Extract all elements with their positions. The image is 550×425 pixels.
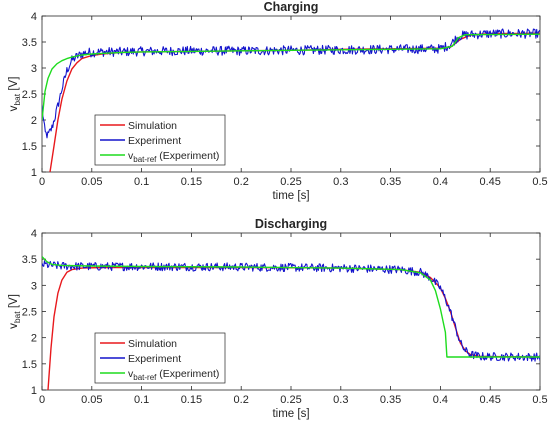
y-tick-label: 4 <box>31 11 37 23</box>
y-tick-label: 1.5 <box>22 359 37 371</box>
x-tick-label: 0.35 <box>380 176 401 188</box>
y-axis-label: vbat [V] <box>8 77 22 112</box>
y-tick-label: 1.5 <box>22 141 37 153</box>
y-tick-label: 2.5 <box>22 89 37 101</box>
x-tick-label: 0.3 <box>333 394 348 406</box>
legend-label: Simulation <box>128 338 177 350</box>
legend-label: vbat-ref (Experiment) <box>128 150 219 164</box>
legend-label: Experiment <box>128 353 181 365</box>
x-tick-label: 0.25 <box>280 394 301 406</box>
y-tick-label: 3.5 <box>22 37 37 49</box>
x-axis-label: time [s] <box>272 190 309 202</box>
chart-title: Discharging <box>255 217 327 231</box>
legend: Simulation Experiment vbat-ref (Experiment… <box>94 332 226 384</box>
x-tick-label: 0.1 <box>134 176 149 188</box>
x-tick-label: 0 <box>39 394 45 406</box>
chart-title: Charging <box>264 0 319 14</box>
x-tick-label: 0.5 <box>532 176 547 188</box>
x-tick-label: 0.15 <box>181 394 202 406</box>
x-tick-label: 0.2 <box>234 394 249 406</box>
y-tick-label: 4 <box>31 228 37 240</box>
x-tick-label: 0.3 <box>333 176 348 188</box>
y-tick-label: 2.5 <box>22 307 37 319</box>
x-tick-label: 0.1 <box>134 394 149 406</box>
legend-label: Simulation <box>128 120 177 132</box>
legend-label: vbat-ref (Experiment) <box>128 368 219 382</box>
legend-label: Experiment <box>128 135 181 147</box>
x-tick-label: 0.05 <box>81 394 102 406</box>
y-tick-label: 1 <box>31 385 37 397</box>
y-tick-label: 2 <box>31 333 37 345</box>
x-tick-label: 0.25 <box>280 176 301 188</box>
x-tick-label: 0.2 <box>234 176 249 188</box>
y-tick-label: 3 <box>31 280 37 292</box>
x-tick-label: 0.4 <box>433 394 448 406</box>
discharging-panel: Discharging 0 0.05 0.1 0.15 0.2 0.25 0.3 0.35 0.4… <box>8 217 548 420</box>
legend: Simulation Experiment vbat-ref (Experiment… <box>94 114 226 166</box>
series-line-experiment <box>42 28 540 139</box>
y-axis-label: vbat [V] <box>8 294 22 329</box>
x-tick-label: 0.45 <box>479 176 500 188</box>
x-tick-label: 0.4 <box>433 176 448 188</box>
x-tick-label: 0.15 <box>181 176 202 188</box>
series-line-v-bat-ref-experiment <box>42 33 540 121</box>
x-tick-label: 0.05 <box>81 176 102 188</box>
x-tick-label: 0.35 <box>380 394 401 406</box>
series-line-v-bat-ref-experiment <box>42 256 540 358</box>
x-tick-label: 0.5 <box>532 394 547 406</box>
y-tick-label: 1 <box>31 167 37 179</box>
x-tick-label: 0.45 <box>479 394 500 406</box>
y-tick-label: 3.5 <box>22 254 37 266</box>
x-tick-label: 0 <box>39 176 45 188</box>
y-tick-label: 2 <box>31 115 37 127</box>
x-axis-label: time [s] <box>272 408 309 420</box>
y-tick-label: 3 <box>31 63 37 75</box>
charging-panel: Charging 0 0.05 0.1 0.15 0.2 0.25 0.3 0.35 0.4 0.4… <box>8 0 548 202</box>
